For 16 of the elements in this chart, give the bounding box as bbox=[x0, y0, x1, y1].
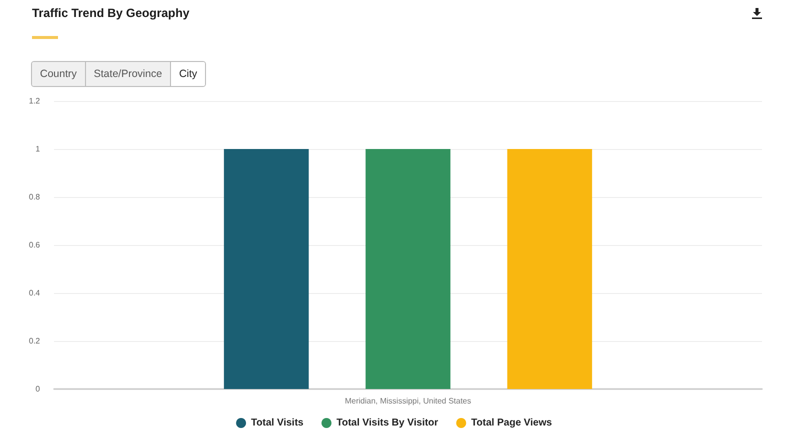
y-tick-label: 1 bbox=[36, 144, 41, 154]
download-icon[interactable] bbox=[752, 8, 762, 19]
legend-label: Total Visits bbox=[251, 418, 304, 428]
legend-label: Total Page Views bbox=[471, 418, 552, 428]
y-tick-label: 0.2 bbox=[28, 336, 41, 346]
legend-label: Total Visits By Visitor bbox=[336, 418, 438, 428]
x-tick-label: Meridian, Mississippi, United States bbox=[344, 396, 472, 406]
tab[interactable]: Country bbox=[32, 62, 85, 86]
y-tick-label: 1.2 bbox=[28, 96, 41, 106]
y-tick-label: 0 bbox=[36, 384, 41, 394]
y-tick-label: 0.8 bbox=[28, 192, 41, 202]
tab[interactable]: City bbox=[170, 62, 206, 86]
y-tick-label: 0.6 bbox=[28, 240, 41, 250]
chart-title: Traffic Trend By Geography bbox=[32, 6, 190, 20]
tab[interactable]: State/Province bbox=[84, 62, 170, 86]
y-tick-label: 0.4 bbox=[28, 288, 41, 298]
